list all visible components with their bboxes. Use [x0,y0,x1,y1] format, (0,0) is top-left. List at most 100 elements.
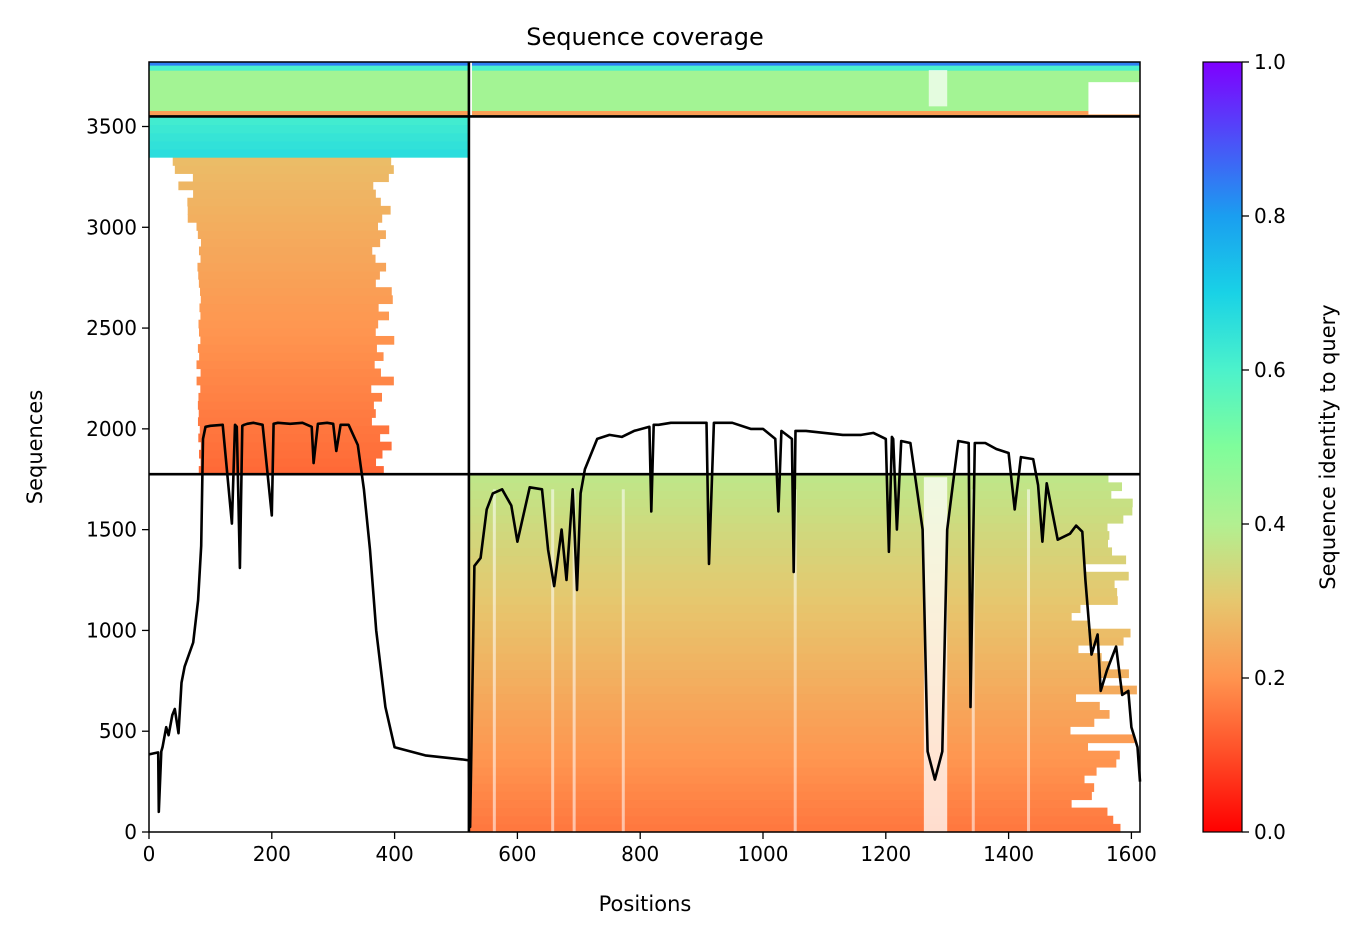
coverage-row [198,279,376,288]
colorbar-ticks: 0.0 0.2 0.4 0.6 0.8 1.0 [1242,50,1286,844]
coverage-row [468,628,1131,638]
coverage-row [468,620,1088,630]
coverage-gap [621,489,625,832]
coverage-row [198,466,384,475]
colorbar-tick-label: 0.2 [1254,666,1286,690]
coverage-row [192,173,389,183]
coverage-row [200,287,392,296]
coverage-row [468,653,1102,662]
coverage-row [187,197,381,207]
coverage-row [199,425,390,435]
x-tick-label: 1600 [1106,842,1157,866]
coverage-row [468,710,1110,719]
coverage-row [468,588,1118,597]
colorbar-tick-label: 0.0 [1254,820,1286,844]
coverage-row [199,327,376,337]
coverage-row [193,189,376,199]
coverage-row [149,124,469,134]
coverage-row [468,531,1110,540]
coverage-gap [572,489,576,832]
coverage-row [197,401,374,410]
colorbar-tick-label: 0.6 [1254,358,1286,382]
coverage-row [200,335,395,345]
coverage-row [468,726,1071,736]
coverage-row [187,205,391,215]
coverage-row [468,612,1072,622]
coverage-row [197,230,386,239]
coverage-row [149,62,469,66]
y-axis-label: Sequences [23,390,47,505]
coverage-gap [1088,82,1140,115]
coverage-row [149,132,469,142]
coverage-row [172,157,392,166]
coverage-gap [492,489,496,832]
coverage-row [198,409,376,418]
coverage-row [200,311,390,321]
coverage-gap [971,489,975,832]
x-tick-label: 600 [498,842,536,866]
coverage-row [178,181,374,191]
coverage-row [468,669,1129,679]
coverage-row [471,62,1140,66]
coverage-line-layer [148,421,1142,829]
coverage-row [468,474,1109,483]
coverage-row [468,815,1114,825]
coverage-row [468,791,1092,801]
coverage-row [196,222,379,231]
coverage-row [468,498,1133,508]
x-tick-label: 1400 [983,842,1034,866]
coverage-row [149,148,469,158]
coverage-row [468,644,1079,654]
coverage-row [468,523,1108,532]
coverage-gap [793,489,797,832]
x-axis-label: Positions [599,892,692,916]
coverage-line [148,421,1142,829]
coverage-row [471,65,1140,71]
coverage-row [196,376,394,386]
coverage-row [471,110,1140,118]
coverage-row [198,433,381,443]
y-tick-label: 0 [124,820,137,844]
coverage-row [468,539,1108,548]
coverage-gap [551,489,555,832]
colorbar [1202,61,1243,833]
coverage-row [199,352,384,361]
colorbar-tick-label: 1.0 [1254,50,1286,74]
y-tick-label: 2500 [86,316,137,340]
coverage-row [199,303,379,313]
x-axis-ticks: 0 200 400 600 800 1000 1200 1400 1600 [143,832,1157,866]
coverage-gap [928,70,948,107]
coverage-row [468,742,1089,752]
coverage-row [200,238,381,248]
coverage-row [468,718,1095,727]
coverage-row [197,344,377,353]
x-tick-label: 400 [376,842,414,866]
coverage-row [149,70,469,111]
y-tick-label: 1500 [86,518,137,542]
x-tick-label: 0 [143,842,156,866]
coverage-row [468,571,1129,581]
coverage-row [200,457,377,467]
x-tick-label: 1200 [860,842,911,866]
block-boundary-lines [149,62,1140,832]
colorbar-tick-label: 0.8 [1254,204,1286,228]
x-tick-label: 200 [253,842,291,866]
y-tick-label: 3000 [86,215,137,239]
coverage-gap [1027,489,1031,832]
coverage-row [149,65,469,71]
coverage-row [468,506,1133,516]
coverage-row [149,116,469,126]
coverage-row [468,701,1100,711]
coverage-row [468,661,1110,670]
x-tick-label: 1000 [738,842,789,866]
coverage-row [468,490,1112,500]
coverage-row [468,734,1135,744]
y-tick-label: 3500 [86,115,137,139]
coverage-row [198,270,380,280]
coverage-row [468,799,1072,809]
chart-title: Sequence coverage [526,23,763,51]
y-tick-label: 2000 [86,417,137,441]
x-tick-label: 800 [621,842,659,866]
